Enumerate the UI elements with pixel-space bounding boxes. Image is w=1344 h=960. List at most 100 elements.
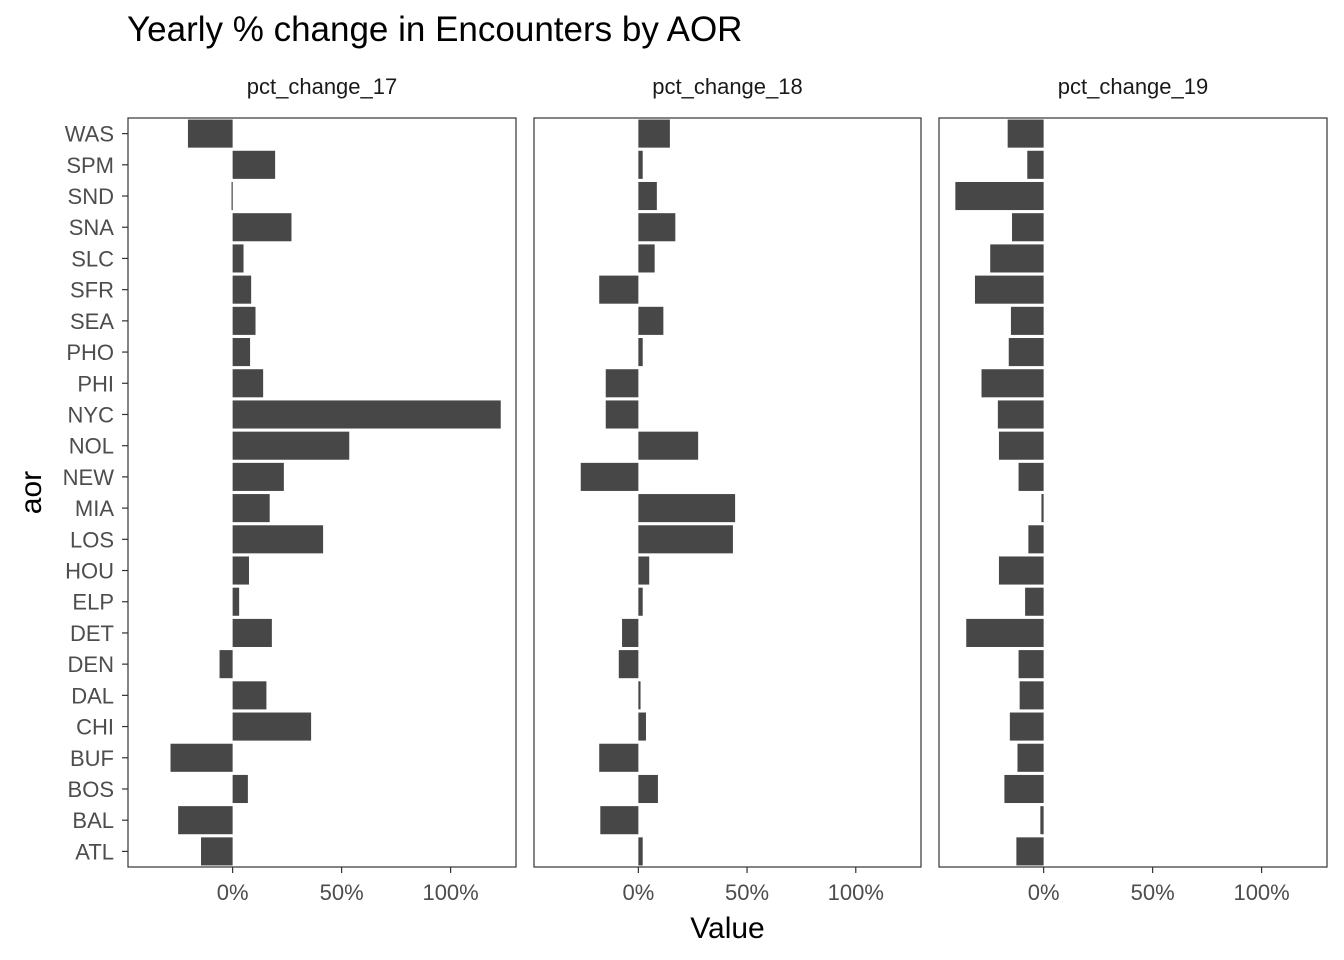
bar (1028, 525, 1044, 554)
bar (998, 556, 1044, 585)
bar (974, 275, 1044, 304)
bar (618, 650, 639, 679)
bar (232, 618, 272, 647)
y-tick-label: BOS (68, 777, 114, 802)
bar (1017, 743, 1044, 772)
bar (170, 743, 233, 772)
bar (638, 181, 657, 211)
bar (638, 431, 699, 460)
bar (1008, 338, 1044, 367)
y-tick-label: LOS (70, 527, 114, 552)
panel-border (938, 117, 1328, 868)
bar (201, 837, 233, 866)
facet-label: pct_change_19 (1058, 74, 1208, 99)
x-axis-label: Value (690, 912, 765, 945)
x-tick-label: 100% (828, 880, 884, 905)
bar (638, 525, 733, 554)
bar (232, 462, 284, 491)
x-tick-label: 0% (217, 880, 249, 905)
y-tick-label: NOL (69, 434, 114, 459)
bar (232, 556, 249, 585)
bar (1025, 587, 1044, 616)
y-axis-label: aor (15, 471, 48, 514)
x-tick-label: 0% (1028, 880, 1060, 905)
x-tick-label: 50% (1131, 880, 1175, 905)
bar (232, 338, 251, 367)
bar (1041, 494, 1044, 523)
bar (232, 712, 312, 741)
bar (1018, 462, 1044, 491)
bar (219, 650, 233, 679)
bar (232, 431, 350, 460)
bar (1016, 837, 1044, 866)
y-tick-label: DAL (71, 683, 114, 708)
y-tick-label: DEN (68, 652, 114, 677)
bar (232, 306, 256, 335)
y-tick-label: BAL (72, 808, 114, 833)
bar (955, 181, 1044, 211)
bar (1009, 712, 1044, 741)
y-tick-label: HOU (65, 559, 114, 584)
bar (1012, 213, 1044, 242)
bar (232, 494, 270, 523)
bar (231, 181, 233, 211)
bar (638, 681, 641, 710)
bar (605, 400, 639, 429)
bar (1018, 650, 1044, 679)
bar (232, 525, 324, 554)
bar (232, 587, 240, 616)
bar (638, 338, 643, 367)
y-tick-label: BUF (70, 746, 114, 771)
bar (1004, 774, 1044, 804)
bar (599, 743, 639, 772)
bar (1010, 306, 1044, 335)
bar (638, 774, 658, 804)
bar (638, 837, 643, 866)
bar (178, 806, 233, 835)
bar (232, 774, 248, 804)
bar (580, 462, 639, 491)
facet-label: pct_change_17 (247, 74, 397, 99)
y-tick-label: PHO (66, 340, 114, 365)
y-tick-label: WAS (65, 122, 114, 147)
panel-border (127, 117, 517, 868)
x-tick-label: 100% (422, 880, 478, 905)
bar (187, 119, 233, 148)
facet-label: pct_change_18 (652, 74, 802, 99)
bar (605, 369, 639, 398)
panel-border (533, 117, 922, 868)
y-tick-label: ATL (75, 839, 114, 864)
bar (232, 213, 292, 242)
x-tick-label: 0% (622, 880, 654, 905)
bar (232, 275, 252, 304)
bar (998, 431, 1044, 460)
bar (638, 712, 646, 741)
bar (638, 244, 655, 273)
bar (638, 494, 736, 523)
y-tick-label: PHI (77, 371, 114, 396)
bar (232, 681, 267, 710)
y-tick-label: ELP (72, 590, 114, 615)
bar (232, 400, 501, 429)
bar (1027, 150, 1044, 179)
bar (638, 306, 664, 335)
y-tick-label: NEW (63, 465, 115, 490)
bar (1019, 681, 1044, 710)
bar (1007, 119, 1044, 148)
bar (638, 556, 650, 585)
y-tick-label: DET (70, 621, 114, 646)
bar (966, 618, 1044, 647)
bar (600, 806, 639, 835)
bar (638, 213, 676, 242)
y-tick-label: CHI (76, 715, 114, 740)
bar (997, 400, 1044, 429)
y-tick-label: SFR (70, 278, 114, 303)
chart-title: Yearly % change in Encounters by AOR (127, 10, 743, 49)
bar (638, 150, 643, 179)
y-tick-label: NYC (68, 402, 115, 427)
bar (232, 244, 244, 273)
bar (232, 150, 276, 179)
y-tick-label: MIA (75, 496, 114, 521)
